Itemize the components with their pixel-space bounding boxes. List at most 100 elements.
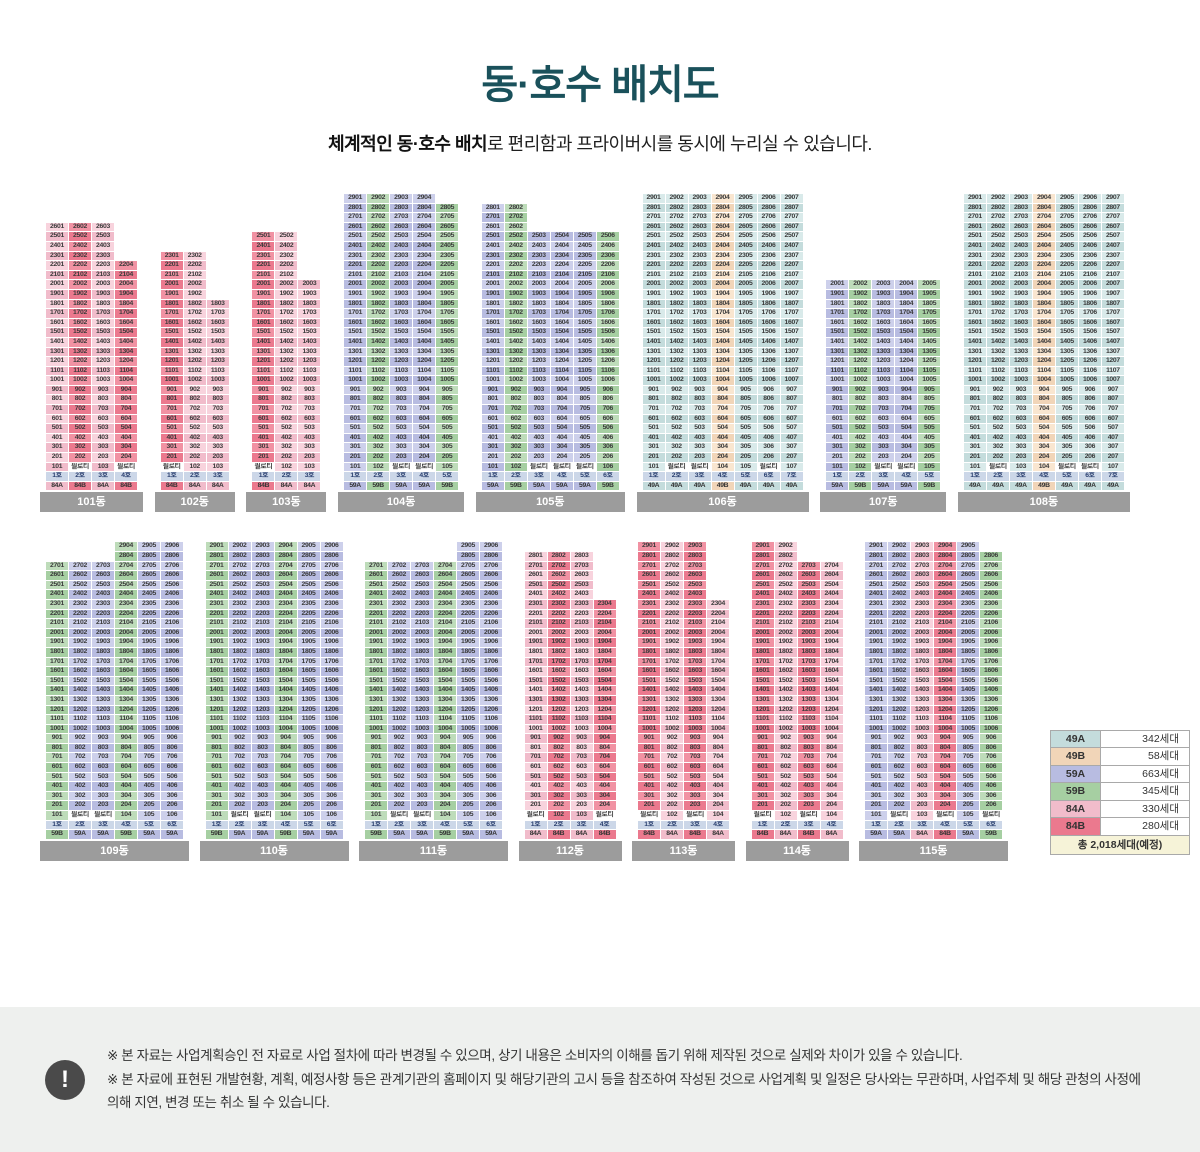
unit-cell: 2801 [638,552,660,561]
unit-cell: 2802 [228,552,251,561]
unit-cell: 1603 [251,667,274,676]
unit-cell: 405 [297,782,320,791]
unit-cell: 1803 [570,647,593,657]
unit-cell: 1805 [436,299,459,309]
pilotis-cell: 필로티 [92,811,114,820]
unit-cell: 1605 [573,318,596,328]
unit-cell: 2003 [570,628,593,638]
unit-cell: 101 [365,811,387,820]
unit-cell: 103 [92,462,114,472]
unit-cell: 806 [757,395,780,405]
unit-cell: 901 [252,385,275,395]
unit-cell: 1906 [757,289,780,299]
unit-cell: 202 [774,801,797,811]
unit-cell: 2901 [642,194,665,203]
unit-cell: 304 [274,791,297,801]
line-label-cell: 4호 [711,472,734,481]
unit-cell: 1201 [46,705,68,715]
unit-cell: 1602 [228,667,251,676]
unit-cell: 205 [138,801,160,811]
unit-cell: 2601 [481,222,504,232]
unit-cell: 1003 [251,724,274,734]
unit-cell: 1307 [780,347,803,357]
unit-cell: 2105 [1055,270,1078,280]
unit-cell: 502 [986,424,1009,433]
unit-cell: 1304 [115,695,137,705]
unit-cell: 901 [865,734,887,743]
unit-cell: 1806 [596,299,619,309]
empty-cell [92,542,114,551]
unit-cell: 2701 [751,561,774,571]
unit-cell: 702 [849,405,872,414]
unit-cell: 1601 [160,318,183,328]
unit-cell: 803 [298,395,321,405]
unit-cell: 2705 [957,561,979,571]
unit-cell: 1501 [160,328,183,337]
unit-cell: 204 [550,453,573,462]
unit-cell: 1501 [252,328,275,337]
empty-cell [115,242,137,251]
unit-cell: 2701 [865,561,887,571]
unit-cell: 402 [69,433,91,443]
unit-cell: 201 [205,801,228,811]
unit-cell: 403 [911,782,933,791]
unit-cell: 1203 [570,705,593,715]
unit-cell: 1701 [344,309,367,318]
unit-cell: 2602 [774,571,797,580]
unit-cell: 2305 [457,599,479,609]
unit-cell: 603 [390,414,413,424]
unit-cell: 2002 [547,628,570,638]
unit-cell: 2403 [92,590,114,599]
unit-cell: 1103 [251,715,274,724]
unit-cell: 2105 [957,619,979,628]
line-label-cell: 6호 [161,820,183,830]
unit-cell: 1902 [986,289,1009,299]
unit-cell: 2102 [774,619,797,628]
unit-cell: 1904 [413,289,436,299]
empty-cell [594,571,616,580]
unit-cell: 1506 [480,676,502,686]
unit-cell: 2005 [297,628,320,638]
building-103: 2501 2502 2401 2402 2301 2302 2201 2202 2101 2102… [246,232,327,513]
unit-cell: 1802 [849,299,872,309]
unit-cell: 1001 [963,376,986,385]
unit-cell: 2604 [115,571,137,580]
unit-cell: 1301 [252,347,275,357]
unit-type-cell: 59B [849,481,872,491]
unit-cell: 1102 [388,715,410,724]
unit-cell: 1202 [69,357,91,366]
unit-cell: 2206 [480,609,502,619]
unit-cell: 2205 [957,609,979,619]
unit-type-cell: 59B [274,830,297,839]
unit-cell: 1703 [688,309,711,318]
unit-cell: 1004 [115,376,137,385]
unit-cell: 2603 [92,222,114,232]
unit-cell: 1802 [986,299,1009,309]
unit-cell: 1601 [205,667,228,676]
buildings-row-1: 2601 2602 2603 2501 2502 2503 2401 2402 2403 2301… [40,194,1130,513]
unit-cell: 2204 [711,261,734,270]
unit-cell: 1301 [205,695,228,705]
unit-cell: 1801 [963,299,986,309]
unit-cell: 1001 [46,376,68,385]
unit-cell: 902 [69,734,91,743]
unit-cell: 804 [593,743,616,753]
unit-cell: 2601 [751,571,774,580]
unit-cell: 701 [160,405,183,414]
line-label-cell: 4호 [115,472,137,481]
unit-cell: 1605 [957,667,979,676]
unit-cell: 2803 [570,552,593,561]
unit-cell: 1802 [275,299,298,309]
unit-cell: 1603 [390,318,413,328]
unit-cell: 1103 [688,366,711,376]
unit-cell: 2102 [888,619,910,628]
building-108: 2901 2902 2903 2904 2905 2906 2907 2801 2802 2803… [957,194,1130,513]
unit-cell: 2505 [436,232,459,241]
line-label-cell: 5호 [573,472,596,481]
unit-cell: 2704 [434,561,456,571]
unit-type-cell: 84A [820,830,843,839]
unit-cell: 1305 [138,695,160,705]
pilotis-cell: 필로티 [751,811,774,820]
unit-cell: 1505 [457,676,479,686]
unit-cell: 1206 [757,357,780,366]
